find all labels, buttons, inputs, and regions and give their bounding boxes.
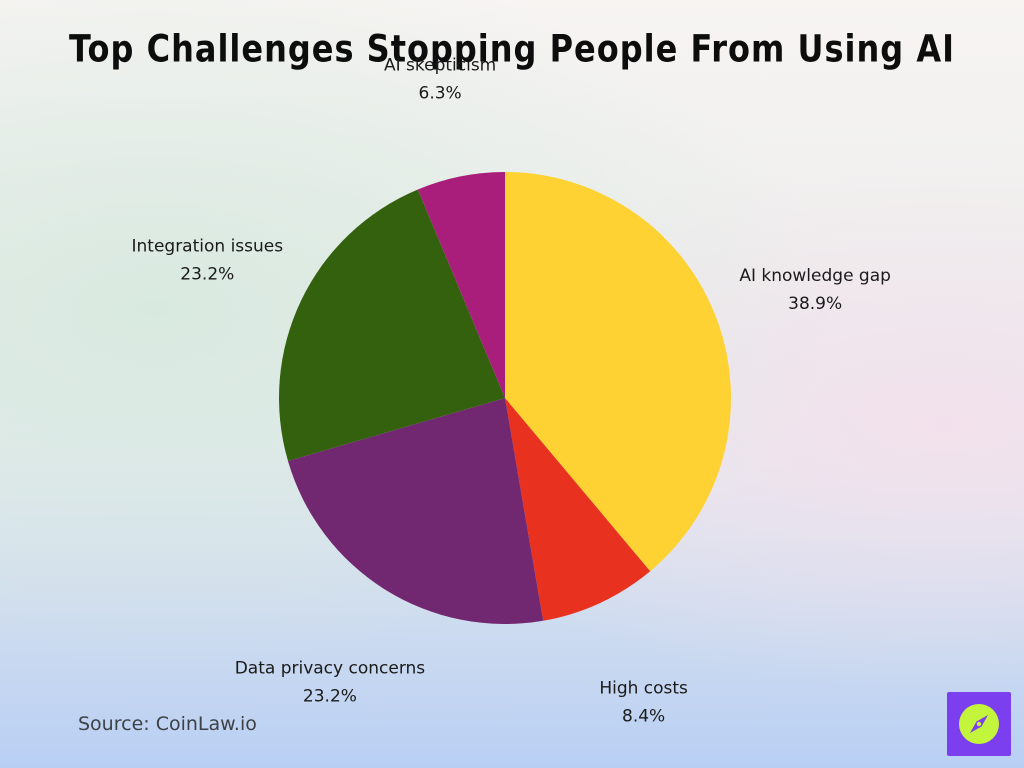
pie-slice-integration-issues: [279, 189, 505, 462]
pie-slice-data-privacy-concerns: [287, 398, 544, 624]
chart-title: Top Challenges Stopping People From Usin…: [68, 26, 956, 71]
source-note: Source: CoinLaw.io: [78, 713, 257, 735]
pie-slice-ai-skepticism: [417, 172, 505, 398]
slice-label: Integration issues 23.2%: [131, 237, 283, 285]
brand-logo: [947, 692, 1011, 756]
slice-category-label: Data privacy concerns: [235, 659, 426, 679]
slice-label: AI skepticism 6.3%: [384, 55, 496, 103]
slice-value-label: 8.4%: [622, 706, 665, 726]
slice-label: AI knowledge gap 38.9%: [739, 266, 891, 314]
slice-value-label: 38.9%: [788, 294, 842, 314]
pie-slice-ai-knowledge-gap: [505, 172, 731, 572]
slice-value-label: 6.3%: [419, 83, 462, 103]
slice-category-label: High costs: [599, 678, 688, 698]
slice-value-label: 23.2%: [303, 687, 357, 707]
slice-category-label: AI skepticism: [384, 55, 496, 75]
slice-category-label: Integration issues: [131, 237, 283, 257]
slice-label: Data privacy concerns 23.2%: [235, 659, 426, 707]
compass-icon: [959, 704, 999, 744]
pie-slice-high-costs: [505, 398, 651, 621]
slice-category-label: AI knowledge gap: [739, 266, 891, 286]
slice-label: High costs 8.4%: [599, 678, 688, 726]
slice-value-label: 23.2%: [180, 265, 234, 285]
